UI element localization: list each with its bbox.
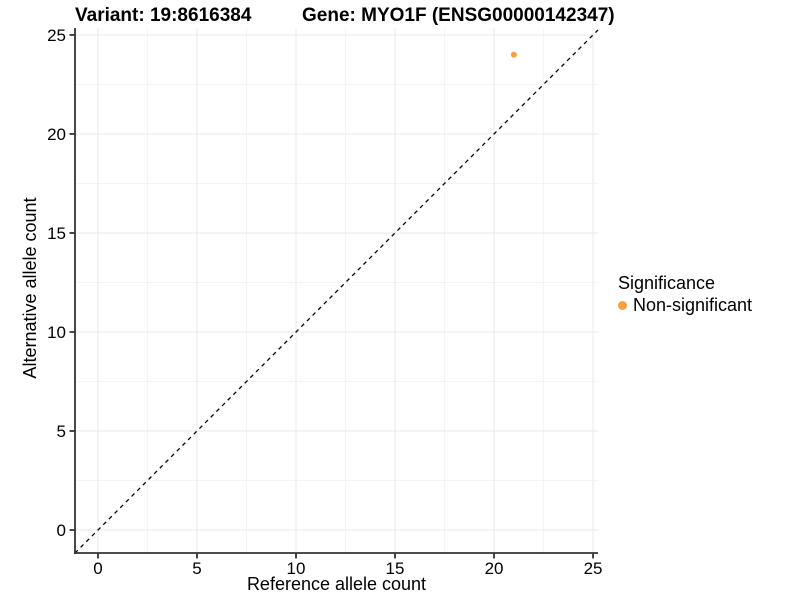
y-tick-label: 5 — [57, 422, 66, 441]
y-axis-title: Alternative allele count — [20, 197, 40, 379]
gene-title: Gene: MYO1F (ENSG00000142347) — [302, 5, 615, 26]
legend-title: Significance — [618, 273, 716, 293]
data-point — [510, 51, 517, 58]
identity-dashed-line — [74, 29, 599, 554]
x-axis-title: Reference allele count — [246, 574, 427, 594]
y-tick-label: 20 — [47, 125, 66, 144]
legend-item-label: Non-significant — [633, 294, 753, 315]
legend-item-non-significant: Non-significant — [618, 295, 752, 315]
y-tick-label: 15 — [47, 224, 66, 243]
x-tick-label: 25 — [584, 559, 603, 578]
y-tick-label: 0 — [57, 521, 66, 540]
y-tick-label: 25 — [47, 26, 66, 45]
x-tick-label: 15 — [386, 559, 405, 578]
x-tick-label: 0 — [93, 559, 102, 578]
legend: Significance Non-significant — [618, 272, 752, 315]
variant-title: Variant: 19:8616384 — [75, 5, 252, 26]
x-tick-label: 5 — [192, 559, 201, 578]
x-tick-label: 20 — [485, 559, 504, 578]
y-tick-label: 10 — [47, 323, 66, 342]
x-tick-label: 10 — [287, 559, 306, 578]
legend-point-icon — [618, 300, 627, 310]
